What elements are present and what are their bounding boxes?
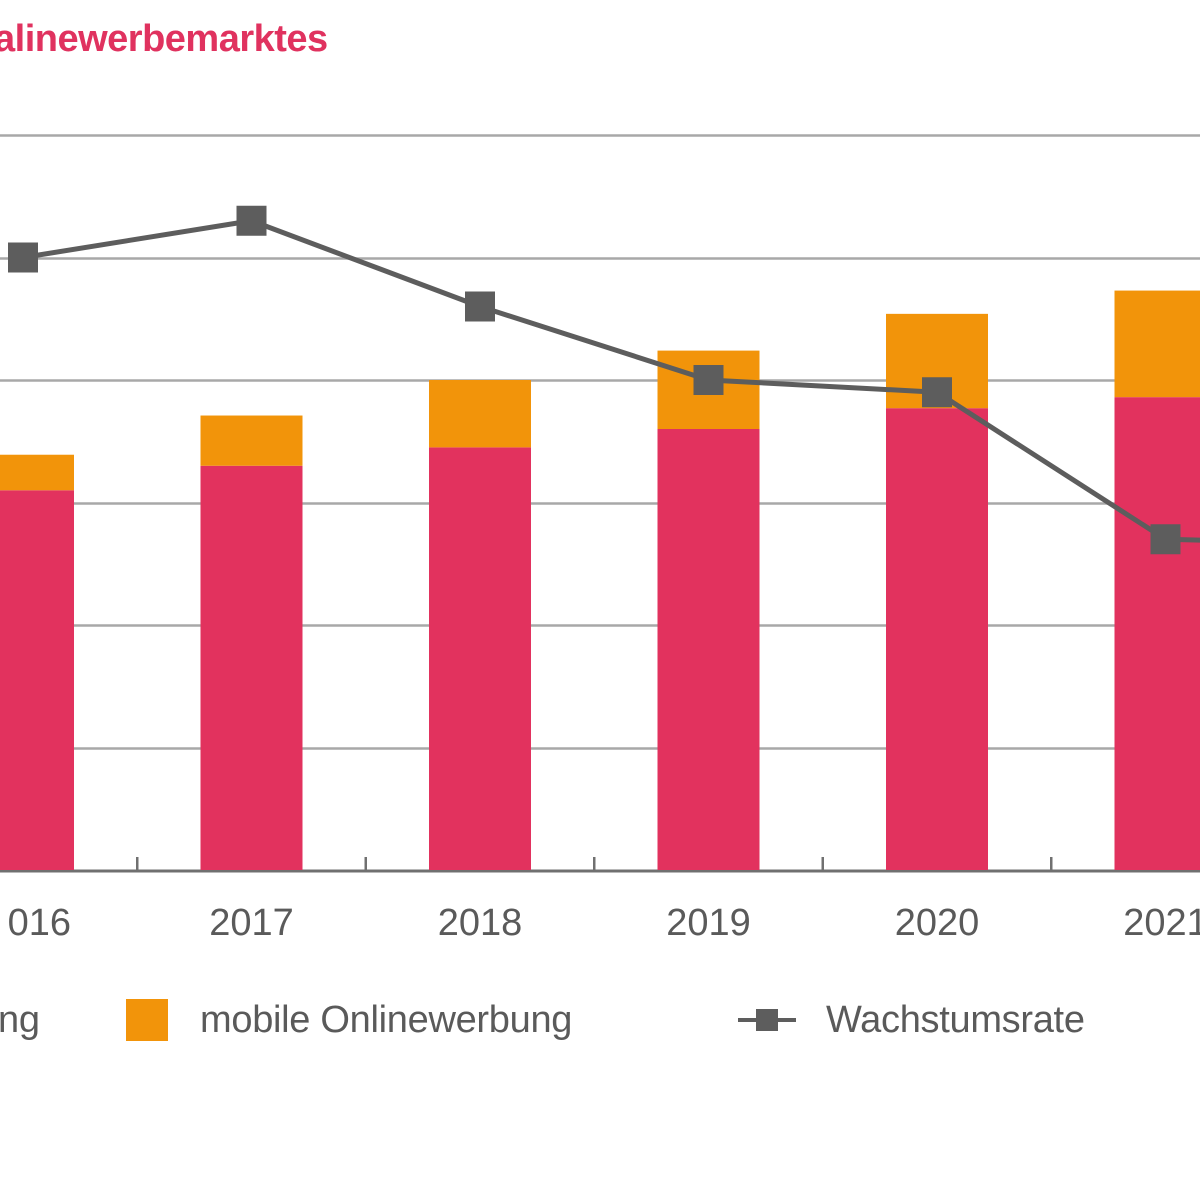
growth-point-2019: [693, 365, 724, 395]
x-tick-label-2018: 2018: [438, 902, 523, 944]
legend-line-marker-icon: [738, 999, 796, 1041]
bar-stationary-2019: [657, 429, 760, 870]
legend-swatch-mobile: [126, 999, 168, 1041]
bar-mobile-2021: [1114, 290, 1200, 398]
x-tick-labels: 016 2017 2018 2019 2020 2021: [8, 902, 1200, 944]
legend-label-stationary: ng: [0, 998, 40, 1041]
chart-title: alinewerbemarktes: [0, 18, 328, 60]
legend-item-mobile: mobile Onlinewerbung: [126, 990, 572, 1050]
bar-stationary-2021: [1114, 397, 1200, 870]
x-axis: [0, 857, 1200, 873]
legend-label-mobile: mobile Onlinewerbung: [200, 998, 573, 1041]
bar-mobile-2017: [200, 415, 303, 466]
x-tick-label-2019: 2019: [666, 902, 751, 944]
growth-point-2017: [236, 205, 267, 236]
x-tick-label-2017: 2017: [209, 902, 294, 944]
legend-item-stationary: ng: [0, 990, 40, 1050]
growth-point-2018: [465, 291, 495, 322]
bar-mobile-2016: [0, 454, 74, 491]
bar-stationary-2018: [429, 447, 531, 870]
growth-point-2021: [1150, 524, 1181, 555]
x-tick-label-2020: 2020: [895, 902, 980, 944]
growth-point-2020: [922, 377, 952, 408]
bar-mobile-2018: [429, 380, 531, 448]
legend-label-growth: Wachstumsrate: [826, 998, 1085, 1041]
bar-stationary-2020: [886, 408, 988, 870]
legend: ng mobile Onlinewerbung Wachstumsrate: [0, 990, 1200, 1050]
growth-point-2016: [8, 242, 38, 273]
gridlines: [0, 134, 1200, 750]
x-tick-label-2021: 2021: [1123, 902, 1200, 944]
growth-line: [8, 205, 1200, 555]
bar-stationary-2016: [0, 490, 74, 870]
x-tick-label-2016: 016: [8, 902, 71, 944]
bars: [0, 290, 1200, 870]
bar-stationary-2017: [200, 465, 303, 870]
legend-item-growth: Wachstumsrate: [738, 990, 1085, 1050]
